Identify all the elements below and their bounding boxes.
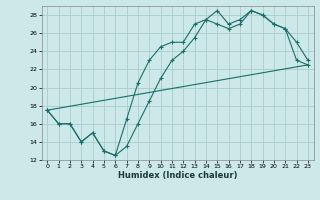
X-axis label: Humidex (Indice chaleur): Humidex (Indice chaleur) xyxy=(118,171,237,180)
